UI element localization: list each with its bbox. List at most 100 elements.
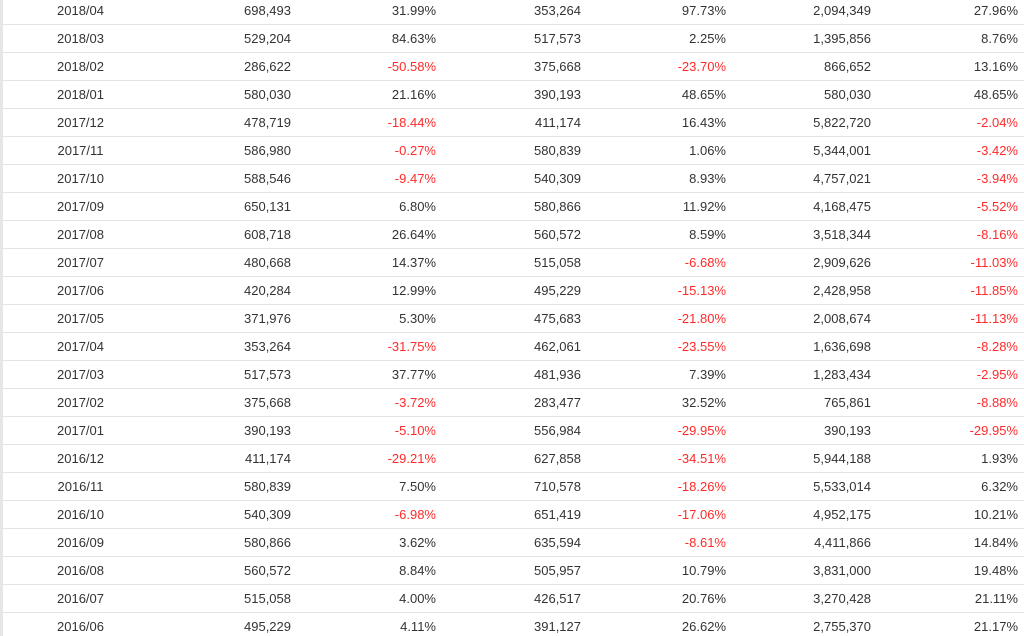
value-b-cell: 411,174	[438, 108, 583, 137]
value-a-cell: 375,668	[158, 388, 293, 417]
change-b-cell: 26.62%	[583, 612, 728, 636]
table-row: 2017/08 608,718 26.64% 560,572 8.59% 3,518,34…	[3, 220, 1024, 249]
value-a-cell: 560,572	[158, 556, 293, 585]
change-b-cell: -15.13%	[583, 276, 728, 305]
table-row: 2017/10 588,546 -9.47% 540,309 8.93% 4,757,02…	[3, 164, 1024, 193]
table-row: 2017/06 420,284 12.99% 495,229 -15.13% 2,428,…	[3, 276, 1024, 305]
change-b-cell: -8.61%	[583, 528, 728, 557]
value-a-cell: 586,980	[158, 136, 293, 165]
value-a-cell: 480,668	[158, 248, 293, 277]
value-b-cell: 505,957	[438, 556, 583, 585]
table-body: 2018/04 698,493 31.99% 353,264 97.73% 2,094,3…	[3, 0, 1024, 636]
table-row: 2017/01 390,193 -5.10% 556,984 -29.95% 390,19…	[3, 416, 1024, 445]
table-row: 2018/01 580,030 21.16% 390,193 48.65% 580,030…	[3, 80, 1024, 109]
cumulative-cell: 2,428,958	[728, 276, 873, 305]
table-row: 2016/10 540,309 -6.98% 651,419 -17.06% 4,952,…	[3, 500, 1024, 529]
table-row: 2016/07 515,058 4.00% 426,517 20.76% 3,270,42…	[3, 584, 1024, 613]
cumulative-cell: 4,411,866	[728, 528, 873, 557]
change-a-cell: 37.77%	[293, 360, 438, 389]
cumulative-change-cell: 10.21%	[873, 500, 1024, 529]
cumulative-change-cell: -2.95%	[873, 360, 1024, 389]
cumulative-change-cell: 21.11%	[873, 584, 1024, 613]
month-cell: 2017/02	[3, 388, 158, 417]
change-b-cell: 11.92%	[583, 192, 728, 221]
change-b-cell: 2.25%	[583, 24, 728, 53]
change-b-cell: 16.43%	[583, 108, 728, 137]
month-cell: 2017/11	[3, 136, 158, 165]
value-b-cell: 481,936	[438, 360, 583, 389]
table-row: 2018/04 698,493 31.99% 353,264 97.73% 2,094,3…	[3, 0, 1024, 25]
month-cell: 2017/05	[3, 304, 158, 333]
change-a-cell: 7.50%	[293, 472, 438, 501]
cumulative-change-cell: -8.28%	[873, 332, 1024, 361]
month-cell: 2017/01	[3, 416, 158, 445]
cumulative-cell: 4,952,175	[728, 500, 873, 529]
change-b-cell: 97.73%	[583, 0, 728, 25]
month-cell: 2017/09	[3, 192, 158, 221]
change-a-cell: -18.44%	[293, 108, 438, 137]
value-a-cell: 411,174	[158, 444, 293, 473]
change-b-cell: -23.70%	[583, 52, 728, 81]
value-a-cell: 608,718	[158, 220, 293, 249]
change-a-cell: 84.63%	[293, 24, 438, 53]
value-a-cell: 420,284	[158, 276, 293, 305]
change-a-cell: 5.30%	[293, 304, 438, 333]
cumulative-change-cell: 8.76%	[873, 24, 1024, 53]
table-row: 2016/12 411,174 -29.21% 627,858 -34.51% 5,944…	[3, 444, 1024, 473]
change-b-cell: -29.95%	[583, 416, 728, 445]
cumulative-cell: 2,008,674	[728, 304, 873, 333]
cumulative-change-cell: 13.16%	[873, 52, 1024, 81]
change-a-cell: 21.16%	[293, 80, 438, 109]
table-row: 2017/12 478,719 -18.44% 411,174 16.43% 5,822,…	[3, 108, 1024, 137]
cumulative-cell: 4,757,021	[728, 164, 873, 193]
value-b-cell: 390,193	[438, 80, 583, 109]
change-a-cell: -3.72%	[293, 388, 438, 417]
month-cell: 2017/03	[3, 360, 158, 389]
value-b-cell: 426,517	[438, 584, 583, 613]
change-b-cell: 8.93%	[583, 164, 728, 193]
table-row: 2018/02 286,622 -50.58% 375,668 -23.70% 866,6…	[3, 52, 1024, 81]
cumulative-cell: 5,822,720	[728, 108, 873, 137]
change-b-cell: 8.59%	[583, 220, 728, 249]
value-b-cell: 515,058	[438, 248, 583, 277]
change-a-cell: -31.75%	[293, 332, 438, 361]
cumulative-cell: 3,831,000	[728, 556, 873, 585]
table-row: 2017/07 480,668 14.37% 515,058 -6.68% 2,909,6…	[3, 248, 1024, 277]
change-a-cell: -9.47%	[293, 164, 438, 193]
month-cell: 2018/04	[3, 0, 158, 25]
table-row: 2017/11 586,980 -0.27% 580,839 1.06% 5,344,00…	[3, 136, 1024, 165]
cumulative-change-cell: 19.48%	[873, 556, 1024, 585]
change-a-cell: -5.10%	[293, 416, 438, 445]
month-cell: 2016/08	[3, 556, 158, 585]
cumulative-cell: 5,344,001	[728, 136, 873, 165]
cumulative-change-cell: -8.88%	[873, 388, 1024, 417]
value-b-cell: 517,573	[438, 24, 583, 53]
change-a-cell: 31.99%	[293, 0, 438, 25]
table-row: 2017/04 353,264 -31.75% 462,061 -23.55% 1,636…	[3, 332, 1024, 361]
value-b-cell: 495,229	[438, 276, 583, 305]
value-a-cell: 353,264	[158, 332, 293, 361]
value-b-cell: 560,572	[438, 220, 583, 249]
month-cell: 2017/10	[3, 164, 158, 193]
table-row: 2017/03 517,573 37.77% 481,936 7.39% 1,283,43…	[3, 360, 1024, 389]
cumulative-change-cell: -5.52%	[873, 192, 1024, 221]
value-b-cell: 540,309	[438, 164, 583, 193]
month-cell: 2017/08	[3, 220, 158, 249]
cumulative-change-cell: -3.94%	[873, 164, 1024, 193]
value-a-cell: 529,204	[158, 24, 293, 53]
value-b-cell: 635,594	[438, 528, 583, 557]
change-b-cell: 20.76%	[583, 584, 728, 613]
value-b-cell: 391,127	[438, 612, 583, 636]
table-row: 2016/11 580,839 7.50% 710,578 -18.26% 5,533,0…	[3, 472, 1024, 501]
month-cell: 2017/07	[3, 248, 158, 277]
table-row: 2017/05 371,976 5.30% 475,683 -21.80% 2,008,6…	[3, 304, 1024, 333]
value-a-cell: 286,622	[158, 52, 293, 81]
cumulative-cell: 5,944,188	[728, 444, 873, 473]
change-a-cell: -50.58%	[293, 52, 438, 81]
change-a-cell: 6.80%	[293, 192, 438, 221]
change-b-cell: 7.39%	[583, 360, 728, 389]
change-b-cell: 10.79%	[583, 556, 728, 585]
value-a-cell: 517,573	[158, 360, 293, 389]
change-b-cell: -23.55%	[583, 332, 728, 361]
